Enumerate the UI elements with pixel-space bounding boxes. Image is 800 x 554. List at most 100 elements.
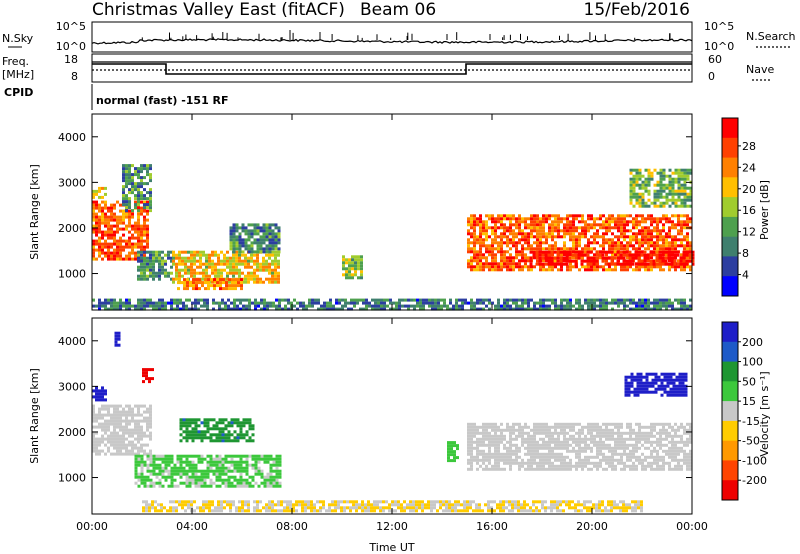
data-cell-power-10 (683, 168, 687, 172)
data-cell-velocity-6 (563, 467, 566, 471)
data-cell-power-11 (131, 304, 134, 308)
data-cell-power-10 (629, 171, 633, 175)
data-cell-power-8 (662, 244, 665, 248)
data-cell-power-4 (229, 259, 232, 263)
data-cell-power-8 (569, 247, 572, 251)
data-cell-power-11 (308, 304, 311, 308)
data-cell-power-8 (608, 220, 611, 224)
data-cell-power-11 (164, 304, 167, 308)
data-cell-power-9 (643, 262, 647, 266)
data-cell-power-10 (629, 198, 633, 202)
data-cell-velocity-6 (680, 446, 683, 450)
data-cell-power-8 (626, 265, 629, 269)
data-cell-power-8 (605, 223, 608, 227)
data-cell-power-8 (557, 223, 560, 227)
data-cell-power-10 (632, 168, 636, 172)
data-cell-velocity-6 (524, 446, 527, 450)
data-cell-power-8 (647, 268, 650, 272)
data-cell-velocity-6 (605, 443, 608, 447)
data-cell-power-10 (689, 168, 693, 172)
data-cell-velocity-6 (494, 458, 497, 462)
data-cell-power-11 (236, 298, 239, 302)
data-cell-power-3 (155, 271, 158, 275)
data-cell-velocity-6 (527, 431, 530, 435)
data-cell-power-6 (268, 229, 272, 233)
data-cell-power-9 (673, 256, 677, 260)
data-cell-power-4 (214, 280, 217, 284)
data-cell-power-7 (351, 258, 354, 262)
data-cell-power-10 (632, 174, 636, 178)
data-cell-velocity-4 (164, 469, 168, 473)
data-cell-velocity-7 (627, 375, 631, 379)
data-cell-power-0 (119, 251, 122, 255)
data-cell-velocity-3 (92, 410, 95, 414)
data-cell-power-9 (667, 262, 671, 266)
data-cell-power-8 (563, 253, 566, 257)
data-cell-power-8 (668, 247, 671, 251)
data-cell-velocity-6 (605, 446, 608, 450)
data-cell-velocity-3 (140, 428, 143, 432)
data-cell-power-10 (680, 186, 684, 190)
data-cell-power-8 (506, 238, 509, 242)
data-cell-power-11 (152, 307, 155, 311)
data-cell-velocity-6 (551, 449, 554, 453)
data-cell-power-8 (476, 220, 479, 224)
data-cell-power-0 (107, 245, 110, 249)
data-cell-power-8 (659, 247, 662, 251)
data-cell-power-8 (629, 214, 632, 218)
data-cell-velocity-3 (143, 404, 146, 408)
data-cell-velocity-6 (554, 452, 557, 456)
data-cell-power-0 (110, 233, 113, 237)
data-cell-velocity-4 (275, 460, 279, 464)
data-cell-power-8 (551, 232, 554, 236)
data-cell-velocity-3 (101, 425, 104, 429)
data-cell-power-11 (278, 304, 281, 308)
data-cell-power-0 (131, 233, 134, 237)
data-cell-power-8 (506, 217, 509, 221)
data-cell-power-10 (689, 171, 693, 175)
data-cell-power-6 (262, 247, 266, 251)
data-cell-velocity-3 (125, 443, 128, 447)
data-cell-power-9 (529, 262, 533, 266)
data-cell-power-11 (110, 307, 113, 311)
data-cell-power-11 (575, 301, 578, 305)
data-cell-power-9 (559, 256, 563, 260)
data-cell-velocity-6 (578, 461, 581, 465)
data-cell-power-8 (500, 268, 503, 272)
data-cell-power-0 (134, 251, 137, 255)
data-cell-velocity-6 (677, 461, 680, 465)
data-cell-power-0 (131, 245, 134, 249)
data-cell-power-11 (689, 298, 692, 302)
data-cell-power-8 (470, 247, 473, 251)
data-cell-velocity-6 (629, 437, 632, 441)
data-cell-velocity-6 (662, 431, 665, 435)
data-cell-power-11 (344, 301, 347, 305)
data-cell-power-8 (641, 217, 644, 221)
data-cell-velocity-6 (575, 464, 578, 468)
data-cell-power-8 (629, 238, 632, 242)
data-cell-power-9 (655, 256, 659, 260)
data-cell-velocity-6 (644, 446, 647, 450)
data-cell-power-10 (680, 183, 684, 187)
data-cell-power-4 (226, 256, 229, 260)
data-cell-velocity-4 (275, 475, 279, 479)
data-cell-velocity-4 (146, 454, 150, 458)
data-cell-velocity-6 (539, 455, 542, 459)
data-cell-power-10 (659, 177, 663, 181)
data-cell-power-11 (560, 301, 563, 305)
data-cell-power-4 (277, 253, 280, 257)
data-cell-velocity-5 (185, 427, 189, 431)
data-cell-velocity-4 (236, 469, 240, 473)
data-cell-power-4 (262, 280, 265, 284)
data-cell-velocity-6 (584, 434, 587, 438)
data-cell-power-9 (670, 256, 674, 260)
data-cell-velocity-4 (155, 466, 159, 470)
data-cell-power-3 (170, 250, 173, 254)
data-cell-power-11 (476, 301, 479, 305)
data-cell-power-8 (506, 265, 509, 269)
data-cell-power-4 (274, 256, 277, 260)
data-cell-power-1 (128, 182, 131, 186)
data-cell-velocity-6 (689, 434, 692, 438)
data-cell-power-6 (235, 241, 239, 245)
data-cell-velocity-6 (539, 422, 542, 426)
